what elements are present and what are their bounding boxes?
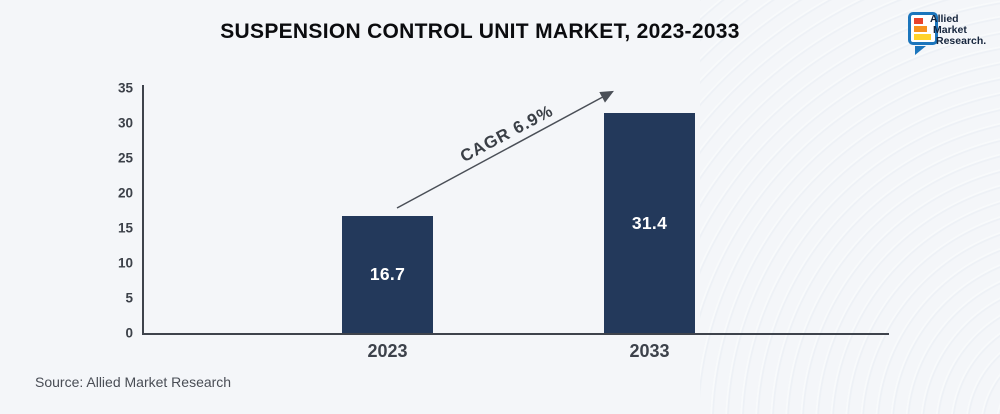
- cagr-arrow-icon: [396, 90, 614, 209]
- allied-market-research-logo: Allied Market Research.: [906, 10, 988, 60]
- x-axis-label-2023: 2023: [367, 341, 408, 361]
- x-axis-line: [142, 333, 889, 335]
- logo-text: Allied Market Research.: [930, 14, 986, 47]
- logo-bar-yellow: [914, 34, 931, 40]
- y-axis-tick-label: 35: [117, 80, 133, 96]
- logo-speech-bubble-icon: [908, 12, 938, 45]
- fingerprint-watermark: [700, 0, 1000, 414]
- logo-bubble-tail: [915, 46, 926, 55]
- logo-bar-red: [914, 18, 923, 24]
- logo-bar-orange: [914, 26, 927, 32]
- bar-value-label: 16.7: [369, 264, 406, 284]
- y-axis-tick-label: 25: [117, 150, 133, 166]
- y-axis-tick-label: 30: [117, 115, 133, 131]
- x-axis-label-2033: 2033: [629, 341, 670, 361]
- y-axis-line: [142, 85, 144, 334]
- y-axis-tick-label: 0: [125, 325, 133, 341]
- logo-text-line3: Research.: [936, 35, 987, 47]
- source-note: Source: Allied Market Research: [35, 374, 232, 390]
- y-axis-tick-label: 20: [117, 185, 133, 201]
- logo-text-line2: Market: [933, 24, 967, 36]
- bar-2033: 31.4: [604, 113, 695, 333]
- y-axis-tick-label: 15: [117, 220, 133, 236]
- bar-2023: 16.7: [342, 216, 433, 333]
- bar-value-label: 31.4: [631, 212, 668, 233]
- y-axis-tick-label: 10: [117, 255, 133, 271]
- logo-bars-icon: [914, 18, 931, 42]
- chart-title: SUSPENSION CONTROL UNIT MARKET, 2023-203…: [220, 20, 740, 43]
- y-axis-tick-label: 5: [125, 290, 133, 306]
- logo-text-line1: Allied: [930, 13, 959, 25]
